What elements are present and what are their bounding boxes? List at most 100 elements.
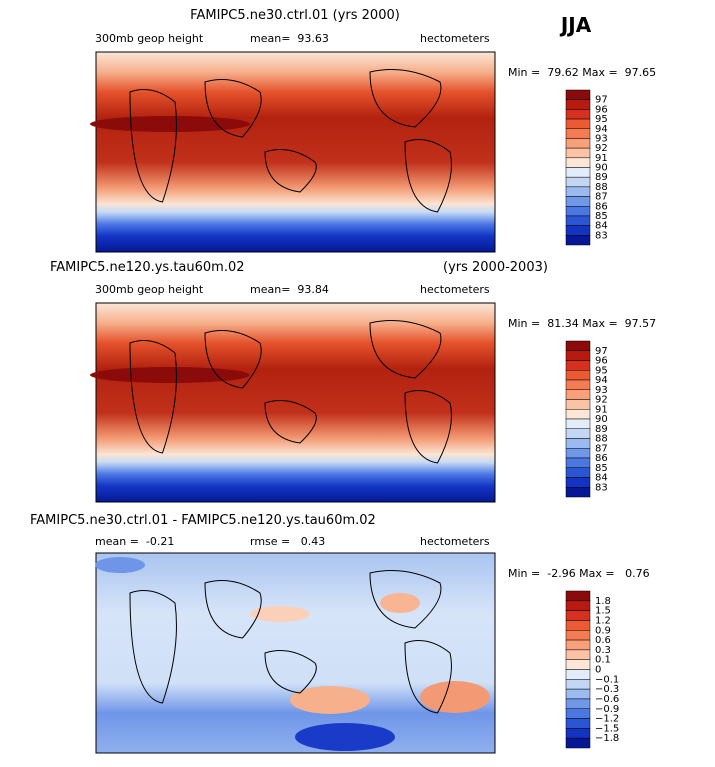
coastline (204, 580, 262, 639)
colorbar-label: 0.1 (595, 655, 611, 666)
colorbar-box (565, 379, 591, 390)
colorbar-box (565, 487, 591, 498)
colorbar-box (565, 610, 591, 621)
colorbar-label: 97 (595, 95, 608, 106)
coastline (129, 590, 177, 704)
season: JJA (559, 13, 592, 37)
colorbar-box (565, 147, 591, 159)
colorbar-label: 88 (595, 182, 608, 193)
colorbar-label: 88 (595, 434, 608, 445)
colorbar-label: 1.8 (595, 596, 611, 607)
colorbar-box (565, 176, 591, 188)
colorbar-box (565, 399, 591, 410)
colorbar-box (565, 728, 591, 739)
colorbar-label: 94 (595, 375, 608, 386)
subtitle-center: mean= 93.63 (250, 32, 329, 45)
min-max: Min = 81.34 Max = 97.57 (508, 317, 656, 330)
colorbar-box (565, 428, 591, 439)
coastline (204, 79, 262, 138)
colorbar-label: 95 (595, 114, 608, 125)
colorbar-label: 1.2 (595, 615, 611, 626)
subtitle-right: hectometers (420, 32, 490, 45)
coastline (369, 570, 442, 629)
colorbar-label: 93 (595, 385, 608, 396)
colorbar-label: −0.9 (595, 704, 619, 715)
colorbar-label: 0.9 (595, 625, 611, 636)
colorbar-label: 94 (595, 124, 608, 135)
colorbar-box (565, 649, 591, 660)
colorbar-box (565, 196, 591, 207)
colorbar-box (565, 438, 591, 449)
colorbar-label: 0.3 (595, 645, 611, 656)
colorbar-box (565, 669, 591, 680)
colorbar-box (565, 109, 591, 120)
colorbar-box (565, 138, 591, 149)
tibet-high (90, 116, 250, 132)
panel-title: FAMIPC5.ne30.ctrl.01 - FAMIPC5.ne120.ys.… (30, 513, 376, 528)
colorbar-box (565, 467, 591, 478)
coastline (369, 69, 442, 128)
subtitle-center: rmse = 0.43 (250, 535, 325, 548)
colorbar-label: 90 (595, 163, 608, 174)
subtitle-left: 300mb geop height (95, 32, 204, 45)
colorbar-label: 92 (595, 395, 608, 406)
colorbar-box (565, 457, 591, 468)
colorbar-box (565, 186, 591, 197)
anomaly-blob (420, 681, 490, 713)
panel-title-right: (yrs 2000-2003) (443, 260, 548, 275)
colorbar-label: 96 (595, 356, 608, 367)
colorbar-label: 89 (595, 424, 608, 435)
coastline (204, 330, 262, 389)
colorbar-label: 86 (595, 201, 608, 212)
anomaly-blob (295, 723, 395, 751)
colorbar-label: 89 (595, 172, 608, 183)
colorbar-box (565, 708, 591, 719)
colorbar-label: 97 (595, 346, 608, 357)
coastline (129, 340, 177, 454)
colorbar-label: −1.8 (595, 733, 619, 744)
colorbar-label: −1.5 (595, 723, 619, 734)
subtitle-left: mean = -0.21 (95, 535, 174, 548)
colorbar-label: −0.1 (595, 674, 619, 685)
colorbar-box (565, 639, 591, 651)
colorbar-label: −1.2 (595, 714, 619, 725)
colorbar-box (565, 99, 591, 110)
panel-title: FAMIPC5.ne30.ctrl.01 (yrs 2000) (190, 8, 400, 23)
colorbar-box (565, 89, 591, 100)
colorbar-label: 85 (595, 211, 608, 222)
anomaly-blob (95, 557, 145, 573)
subtitle-right: hectometers (420, 283, 490, 296)
colorbar-box (565, 659, 591, 670)
colorbar-label: 0.6 (595, 635, 611, 646)
colorbar-label: 90 (595, 414, 608, 425)
subtitle-left: 300mb geop height (95, 283, 204, 296)
anomaly-blob (380, 593, 420, 613)
colorbar-box (565, 698, 591, 709)
coastline (404, 640, 452, 714)
colorbar-label: 83 (595, 230, 608, 241)
subtitle-right: hectometers (420, 535, 490, 548)
colorbar-label: 85 (595, 463, 608, 474)
coastline (404, 390, 452, 464)
colorbar-box (565, 389, 591, 400)
colorbar-label: −0.6 (595, 694, 619, 705)
colorbar-box (565, 718, 591, 729)
anomaly-blob (290, 686, 370, 714)
min-max: Min = -2.96 Max = 0.76 (508, 567, 650, 580)
colorbar-box (565, 630, 591, 641)
colorbar-box (565, 679, 591, 690)
colorbar-label: 83 (595, 482, 608, 493)
coastline (129, 89, 177, 203)
colorbar-box (565, 370, 591, 381)
colorbar-box (565, 448, 591, 459)
coastline (264, 650, 317, 694)
colorbar-box (565, 737, 591, 749)
colorbar-box (565, 409, 591, 420)
colorbar-box (565, 688, 591, 700)
subtitle-center: mean= 93.84 (250, 283, 329, 296)
colorbar-box (565, 128, 591, 139)
colorbar-label: 86 (595, 453, 608, 464)
colorbar-label: −0.3 (595, 684, 619, 695)
colorbar-box (565, 600, 591, 611)
